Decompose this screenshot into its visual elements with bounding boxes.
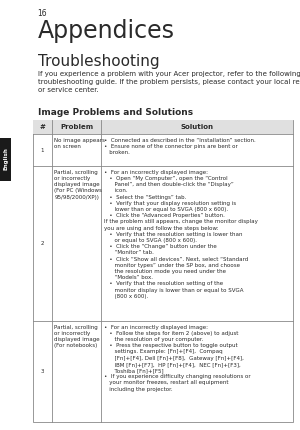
Text: Partial, scrolling
or incorrectly
displayed image
(For notebooks): Partial, scrolling or incorrectly displa… [54,325,100,348]
Text: English: English [3,148,8,170]
Text: •  Connected as described in the “Installation” section.
•  Ensure none of the c: • Connected as described in the “Install… [104,138,256,155]
Text: Solution: Solution [181,124,214,130]
Text: If you experience a problem with your Acer projector, refer to the following
tro: If you experience a problem with your Ac… [38,71,300,93]
Text: 16: 16 [38,9,47,18]
Text: 1: 1 [41,148,44,153]
Bar [0,138,11,181]
Text: 3: 3 [41,369,44,374]
Text: •  For an incorrectly displayed image:
   •  Open “My Computer”, open the “Contr: • For an incorrectly displayed image: • … [104,170,258,299]
Text: No image appears
on screen: No image appears on screen [54,138,105,149]
Bar [33,120,293,134]
Text: •  For an incorrectly displayed image:
   •  Follow the steps for item 2 (above): • For an incorrectly displayed image: • … [104,325,250,392]
Text: Appendices: Appendices [38,19,175,43]
Text: Troubleshooting: Troubleshooting [38,54,159,69]
Text: Image Problems and Solutions: Image Problems and Solutions [38,108,193,117]
Bar [33,120,293,422]
Text: Problem: Problem [60,124,93,130]
Text: #: # [40,124,45,130]
Text: 2: 2 [41,241,44,246]
Text: Partial, scrolling
or incorrectly
displayed image
(For PC (Windows
95/98/2000/XP: Partial, scrolling or incorrectly displa… [54,170,102,200]
